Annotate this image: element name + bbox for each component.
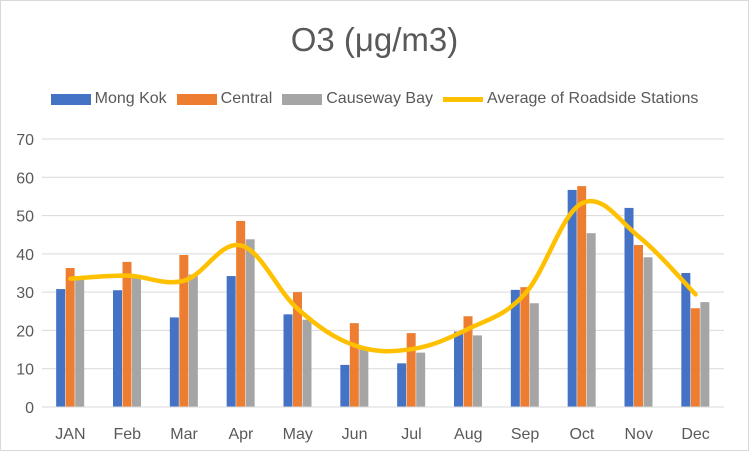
y-tick-label-0: 0	[25, 400, 34, 417]
y-tick-label-10: 10	[16, 362, 34, 379]
bar-central-jul	[406, 333, 416, 407]
bar-mong-kok-jan	[56, 289, 66, 407]
bar-causeway-bay-nov	[643, 257, 653, 407]
x-tick-label-apr: Apr	[228, 426, 254, 443]
x-tick-label-jul: Jul	[401, 426, 421, 443]
legend-label-mong-kok: Mong Kok	[94, 90, 167, 107]
bar-causeway-bay-dec	[700, 302, 710, 407]
y-tick-label-30: 30	[16, 285, 34, 302]
x-tick-label-may: May	[283, 426, 313, 443]
bar-causeway-bay-mar	[188, 274, 198, 407]
bar-central-jun	[349, 323, 359, 407]
bar-central-may	[293, 292, 302, 407]
bar-central-dec	[690, 308, 700, 407]
legend: Mong Kok Central Causeway Bay Average of…	[1, 90, 748, 108]
legend-item-causeway-bay: Causeway Bay	[282, 90, 433, 108]
bar-causeway-bay-apr	[245, 239, 255, 407]
bar-mong-kok-aug	[454, 331, 463, 407]
legend-swatch-central	[176, 93, 217, 105]
bar-causeway-bay-may	[302, 319, 312, 407]
bar-causeway-bay-jun	[359, 347, 369, 407]
y-tick-label-40: 40	[16, 247, 34, 264]
x-tick-label-oct: Oct	[569, 426, 594, 443]
x-tick-label-feb: Feb	[113, 426, 141, 443]
y-tick-label-50: 50	[16, 209, 34, 226]
x-tick-label-mar: Mar	[170, 426, 198, 443]
bar-mong-kok-feb	[113, 290, 122, 407]
bar-mong-kok-oct	[567, 189, 577, 407]
x-tick-label-nov: Nov	[625, 426, 653, 443]
bar-central-oct	[577, 186, 587, 407]
series-line-average-of-roadside-stations	[68, 198, 698, 354]
bar-causeway-bay-feb	[132, 277, 141, 407]
legend-swatch-average	[442, 96, 483, 102]
x-tick-label-dec: Dec	[681, 426, 709, 443]
bar-central-feb	[122, 261, 132, 407]
bar-causeway-bay-jan	[75, 279, 85, 407]
y-tick-label-20: 20	[16, 323, 34, 340]
bar-central-nov	[634, 245, 643, 407]
bar-causeway-bay-oct	[586, 233, 596, 407]
bar-central-sep	[520, 287, 530, 407]
bar-mong-kok-sep	[510, 289, 520, 407]
legend-label-average: Average of Roadside Stations	[486, 90, 699, 107]
bar-mong-kok-apr	[226, 276, 236, 407]
legend-label-causeway-bay: Causeway Bay	[326, 90, 433, 107]
x-tick-label-jan: JAN	[55, 426, 85, 443]
legend-item-mong-kok: Mong Kok	[50, 90, 167, 108]
y-tick-label-60: 60	[16, 170, 34, 187]
bar-mong-kok-mar	[169, 317, 179, 407]
bar-causeway-bay-jul	[416, 352, 426, 407]
bar-causeway-bay-aug	[473, 335, 482, 407]
bar-mong-kok-nov	[624, 207, 634, 407]
bar-causeway-bay-sep	[529, 303, 539, 407]
legend-swatch-causeway-bay	[282, 93, 323, 105]
y-tick-label-70: 70	[16, 132, 34, 149]
x-tick-label-sep: Sep	[511, 426, 540, 443]
bar-central-apr	[236, 220, 246, 407]
bar-central-mar	[179, 255, 189, 407]
legend-label-central: Central	[220, 90, 273, 107]
chart-title: O3 (μg/m3)	[290, 21, 459, 58]
bar-mong-kok-dec	[681, 273, 691, 407]
legend-swatch-mong-kok	[50, 93, 91, 105]
bar-mong-kok-may	[283, 314, 293, 407]
legend-item-average: Average of Roadside Stations	[442, 90, 699, 108]
bar-mong-kok-jun	[340, 364, 350, 407]
x-tick-label-jun: Jun	[342, 426, 368, 443]
bar-central-aug	[463, 316, 473, 407]
bar-mong-kok-jul	[397, 363, 407, 407]
bar-central-jan	[65, 268, 75, 407]
x-tick-label-aug: Aug	[454, 426, 482, 443]
legend-item-central: Central	[176, 90, 273, 108]
